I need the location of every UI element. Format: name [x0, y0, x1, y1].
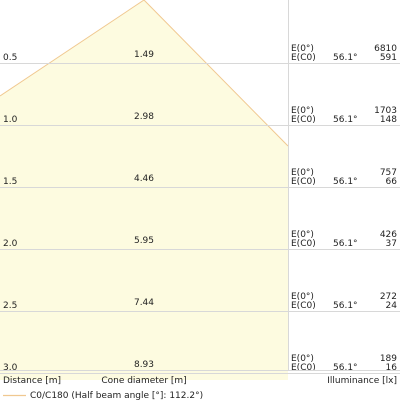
ec0-label: E(C0) [291, 177, 316, 187]
grid-layer [0, 63, 400, 374]
half-angle-value: 56.1° [333, 53, 358, 63]
ec0-value: 148 [380, 115, 397, 125]
distance-label: 0.5 [3, 53, 17, 63]
cone-diameter-value: 7.44 [134, 298, 154, 308]
half-angle-value: 56.1° [333, 239, 358, 249]
cone-edge-right [143, 0, 289, 147]
e0-label: E(0°) [291, 168, 314, 178]
cone-diameter-value: 1.49 [134, 50, 154, 60]
cone-diameter-label: Cone diameter [m] [101, 376, 186, 386]
distance-label: 1.5 [3, 177, 17, 187]
ec0-label: E(C0) [291, 301, 316, 311]
ec0-label: E(C0) [291, 363, 316, 373]
ec0-label: E(C0) [291, 53, 316, 63]
cone-diameter-value: 8.93 [134, 360, 154, 370]
ec0-value: 591 [380, 53, 397, 63]
e0-value: 272 [380, 292, 397, 302]
ec0-label: E(C0) [291, 239, 316, 249]
e0-label: E(0°) [291, 354, 314, 364]
e0-label: E(0°) [291, 44, 314, 54]
legend-label: C0/C180 (Half beam angle [°]: 112.2°) [30, 391, 203, 400]
ec0-value: 66 [386, 177, 398, 187]
e0-label: E(0°) [291, 106, 314, 116]
e0-label: E(0°) [291, 230, 314, 240]
ec0-value: 37 [386, 239, 397, 249]
half-angle-value: 56.1° [333, 363, 358, 373]
cone-diameter-value: 2.98 [134, 112, 154, 122]
e0-value: 757 [380, 168, 397, 178]
distance-label: 2.0 [3, 239, 18, 249]
cone-diameter-value: 5.95 [134, 236, 154, 246]
half-angle-value: 56.1° [333, 301, 358, 311]
distance-label: 2.5 [3, 301, 17, 311]
ec0-value: 24 [386, 301, 398, 311]
ec0-label: E(C0) [291, 115, 316, 125]
ec0-value: 16 [386, 363, 398, 373]
half-angle-value: 56.1° [333, 115, 358, 125]
cone-layer [0, 0, 289, 380]
cone-area [0, 0, 288, 380]
half-angle-value: 56.1° [333, 177, 358, 187]
cone-diameter-value: 4.46 [134, 174, 154, 184]
e0-value: 1703 [374, 106, 397, 116]
distance-label: 1.0 [3, 115, 18, 125]
distance-label: 3.0 [3, 363, 18, 373]
e0-value: 426 [380, 230, 397, 240]
e0-label: E(0°) [291, 292, 314, 302]
e0-value: 189 [380, 354, 397, 364]
x-axis-label: Distance [m] [3, 376, 61, 386]
illuminance-label: Illuminance [lx] [327, 376, 397, 386]
e0-value: 6810 [374, 44, 397, 54]
cone-edge-left [0, 0, 145, 97]
